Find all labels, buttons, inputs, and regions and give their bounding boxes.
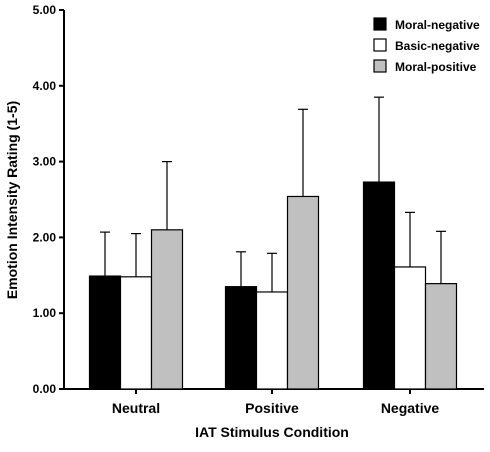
y-tick-label: 5.00 <box>33 3 57 17</box>
y-tick-label: 1.00 <box>33 306 57 320</box>
bar <box>224 286 258 390</box>
bar <box>88 275 122 390</box>
y-tick-label: 0.00 <box>33 382 57 396</box>
bar <box>255 291 289 390</box>
bar <box>150 229 184 390</box>
legend: Moral-negative Basic-negative Moral-positi… <box>373 17 480 74</box>
legend-swatch <box>373 17 387 31</box>
legend-swatch <box>373 59 387 73</box>
bar <box>393 266 427 390</box>
legend-label: Moral-positive <box>395 60 477 74</box>
legend-swatch <box>373 38 387 52</box>
legend-label: Basic-negative <box>395 39 480 53</box>
x-tick-label: Neutral <box>112 400 160 416</box>
y-tick-label: 3.00 <box>33 155 57 169</box>
bar <box>119 276 153 390</box>
bar <box>424 283 458 390</box>
y-axis-title: Emotion Intensity Rating (1-5) <box>4 101 20 299</box>
x-tick-label: Negative <box>381 400 440 416</box>
y-tick-label: 2.00 <box>33 230 57 244</box>
x-axis-title: IAT Stimulus Condition <box>195 424 349 440</box>
x-tick-label: Positive <box>245 400 299 416</box>
bar <box>286 195 320 390</box>
legend-label: Moral-negative <box>395 18 480 32</box>
plot-area: 0.00 1.00 2.00 3.00 4.00 5.00 Neutral Positive N… <box>33 3 484 416</box>
y-tick-label: 4.00 <box>33 79 57 93</box>
bar <box>362 181 396 390</box>
